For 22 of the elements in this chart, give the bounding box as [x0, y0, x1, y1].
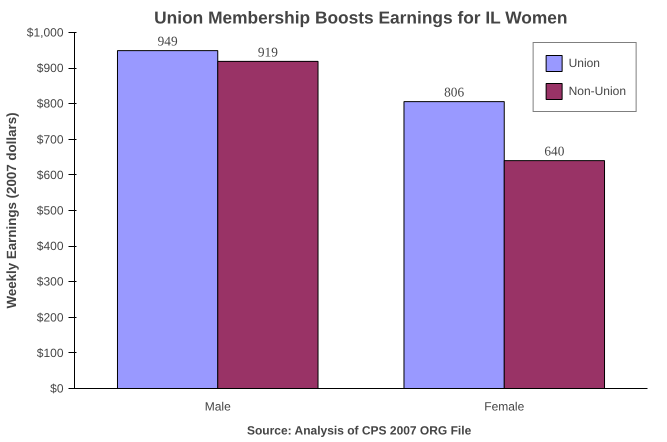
y-tick-label: $200	[36, 310, 64, 324]
y-tick-label: $900	[36, 61, 64, 76]
data-label: 919	[258, 44, 278, 60]
data-label: 806	[444, 84, 464, 100]
y-tick-label: $0	[50, 382, 64, 396]
y-tick-label: $100	[36, 346, 64, 360]
y-axis-title: Weekly Earnings (2007 dollars)	[4, 112, 19, 309]
y-tick-label: $500	[36, 204, 64, 218]
y-tick-label: $400	[36, 239, 64, 254]
x-tick-label: Male	[204, 400, 232, 414]
legend-label: Non-Union	[568, 84, 626, 98]
y-tick-label: $700	[36, 132, 64, 146]
y-tick-label: $1,000	[26, 26, 64, 40]
legend-label: Union	[568, 56, 600, 70]
x-tick-label: Female	[484, 400, 525, 414]
source-note: Source: Analysis of CPS 2007 ORG File	[246, 424, 472, 438]
chart-title: Union Membership Boosts Earnings for IL Women	[154, 8, 568, 28]
y-tick-label: $600	[36, 168, 64, 182]
y-tick-label: $800	[36, 96, 64, 111]
y-tick-label: $300	[36, 274, 64, 289]
data-label: 949	[158, 34, 178, 49]
data-label: 640	[544, 144, 565, 159]
